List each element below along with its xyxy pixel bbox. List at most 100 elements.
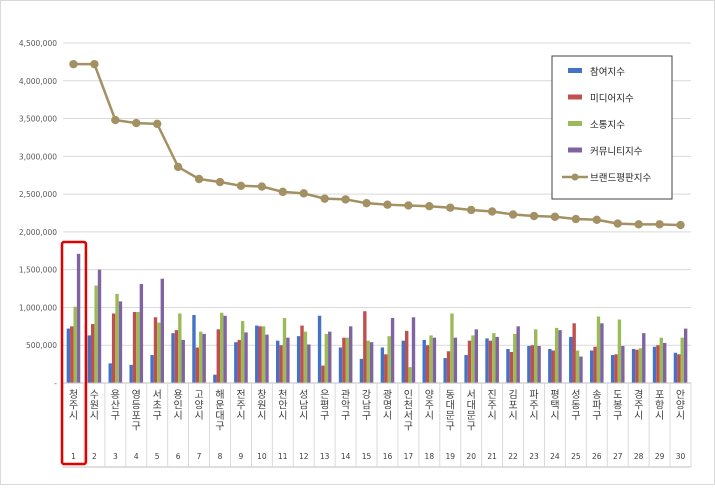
bar-소통지수 (115, 293, 119, 383)
y-axis-ticks: - 500,000 1,000,000 1,500,000 2,000,000 2,500… (19, 39, 57, 388)
bar-미디어지수 (111, 313, 116, 383)
bar-미디어지수 (593, 346, 597, 383)
bar-커뮤니티지수 (474, 329, 478, 383)
bar-참여지수 (108, 363, 112, 383)
bar-미디어지수 (572, 323, 576, 383)
bar-소통지수 (617, 319, 622, 383)
bar-소통지수 (366, 340, 370, 383)
bar-미디어지수 (656, 345, 660, 383)
bar-참여지수 (66, 328, 71, 383)
bar-미디어지수 (153, 317, 158, 383)
highlight-box (60, 240, 88, 466)
bar-커뮤니티지수 (390, 318, 395, 383)
line-point (90, 59, 99, 69)
bar-소통지수 (680, 337, 684, 383)
bar-커뮤니티지수 (223, 315, 227, 383)
bar-커뮤니티지수 (139, 284, 144, 383)
rank-label: 9 (239, 452, 244, 461)
bar-소통지수 (408, 367, 412, 383)
y-tick-label: 2,000,000 (19, 228, 57, 237)
line-point (236, 181, 246, 190)
bar-참여지수 (569, 336, 573, 383)
legend-swatch-marker (571, 173, 579, 181)
bar-소통지수 (638, 348, 643, 383)
rank-label: 20 (466, 452, 476, 461)
y-tick-label: 1,000,000 (19, 303, 57, 312)
line-point (487, 207, 497, 216)
bar-미디어지수 (384, 354, 388, 383)
bar-참여지수 (527, 345, 531, 383)
bar-소통지수 (596, 316, 601, 383)
bar-미디어지수 (405, 330, 409, 383)
bar-참여지수 (380, 347, 385, 383)
bar-커뮤니티지수 (76, 253, 81, 383)
rank-label: 3 (113, 452, 118, 461)
bar-커뮤니티지수 (432, 337, 437, 383)
legend-swatch (568, 68, 582, 73)
bar-미디어지수 (530, 345, 534, 383)
bar-참여지수 (401, 340, 405, 383)
bar-참여지수 (359, 358, 364, 383)
bar-참여지수 (296, 336, 301, 383)
line-point (529, 211, 539, 221)
line-point (446, 203, 455, 212)
bar-참여지수 (464, 355, 468, 383)
rank-label: 13 (320, 452, 330, 461)
rank-label: 28 (634, 452, 644, 461)
line-point (215, 177, 225, 187)
y-tick-label: 1,500,000 (19, 266, 57, 275)
line-point (550, 212, 560, 221)
bar-소통지수 (450, 313, 454, 383)
bar-커뮤니티지수 (537, 345, 541, 383)
bar-소통지수 (471, 335, 475, 383)
bar-커뮤니티지수 (202, 333, 206, 383)
bar-커뮤니티지수 (97, 269, 102, 383)
line-point (257, 182, 267, 191)
line-point (404, 201, 413, 210)
x-axis: 청 주 시 1 수 원 시 2 용 산 구 3 영 등 포 구 4 서 초 구 5 용 인 시 6 고 양 시 7 해 운 대 구 8 전 주 시 9 창 원… (62, 382, 692, 468)
bar-커뮤니티지수 (328, 331, 332, 383)
bar-소통지수 (534, 329, 538, 383)
bar-미디어지수 (174, 330, 179, 383)
rank-label: 22 (508, 452, 518, 461)
rank-label: 8 (218, 452, 223, 461)
bar-커뮤니티지수 (118, 301, 123, 383)
bar-커뮤니티지수 (558, 330, 562, 383)
bar-소통지수 (73, 306, 77, 383)
line-point (634, 220, 643, 229)
line-point (571, 214, 581, 224)
line-point (69, 59, 78, 69)
bar-참여지수 (317, 315, 322, 383)
bar-소통지수 (345, 337, 349, 383)
bar-커뮤니티지수 (160, 278, 164, 383)
bar-참여지수 (610, 355, 615, 383)
bar-참여지수 (234, 342, 238, 383)
rank-label: 17 (404, 452, 414, 461)
rank-label: 5 (155, 452, 160, 461)
bar-미디어지수 (279, 345, 283, 383)
legend-swatch (568, 147, 582, 153)
bar-참여지수 (338, 347, 343, 383)
line-point (173, 162, 183, 172)
rank-label: 15 (362, 452, 372, 461)
rank-label: 12 (299, 452, 309, 461)
rank-label: 10 (257, 452, 267, 461)
bar-소통지수 (178, 313, 182, 383)
legend-box (551, 55, 673, 200)
bar-소통지수 (94, 285, 98, 383)
bar-미디어지수 (300, 325, 304, 383)
line-point (655, 220, 664, 229)
